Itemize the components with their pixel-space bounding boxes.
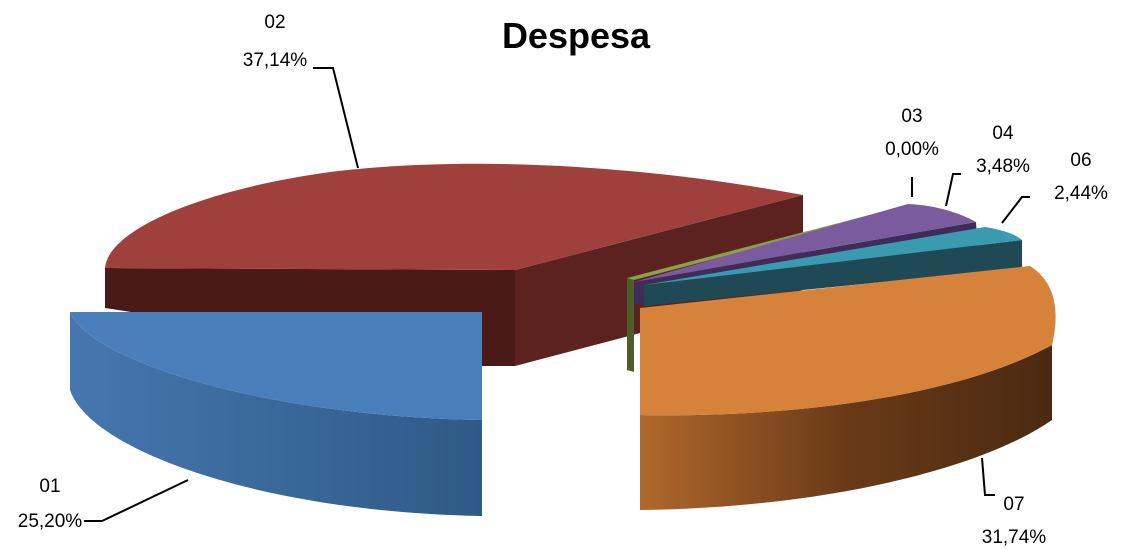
label-04-percent: 3,48%: [976, 156, 1030, 177]
slice-07-side: [640, 345, 1052, 510]
leader-line-01: [84, 479, 189, 522]
chart-title: Despesa: [502, 15, 651, 56]
label-01-percent: 25,20%: [18, 511, 83, 532]
slice-03-side: [627, 278, 634, 372]
slice-02-top: [105, 163, 803, 270]
slice-06-top: [644, 227, 1022, 285]
label-03-name: 03: [901, 106, 922, 127]
slice-06: [644, 227, 1022, 306]
label-07-name: 07: [1003, 494, 1024, 515]
slice-01: [70, 312, 482, 516]
leader-line-06: [1001, 196, 1030, 224]
label-06-percent: 2,44%: [1054, 183, 1108, 204]
slice-04-top: [634, 204, 976, 282]
slice-01-top: [70, 312, 482, 420]
leader-line-02: [313, 67, 359, 169]
label-02-name: 02: [264, 12, 285, 33]
label-04-name: 04: [992, 123, 1014, 144]
slice-07-top: [640, 266, 1056, 416]
slice-06-side: [644, 240, 1022, 306]
label-01-name: 01: [39, 476, 60, 497]
label-03-percent: 0,00%: [885, 139, 939, 160]
label-07-percent: 31,74%: [982, 527, 1047, 548]
slice-01-front: [70, 312, 482, 516]
leader-line-07: [981, 457, 995, 496]
leader-line-04: [945, 173, 961, 207]
label-06-name: 06: [1070, 150, 1091, 171]
slice-07: [640, 266, 1056, 510]
label-02-percent: 37,14%: [243, 50, 308, 71]
